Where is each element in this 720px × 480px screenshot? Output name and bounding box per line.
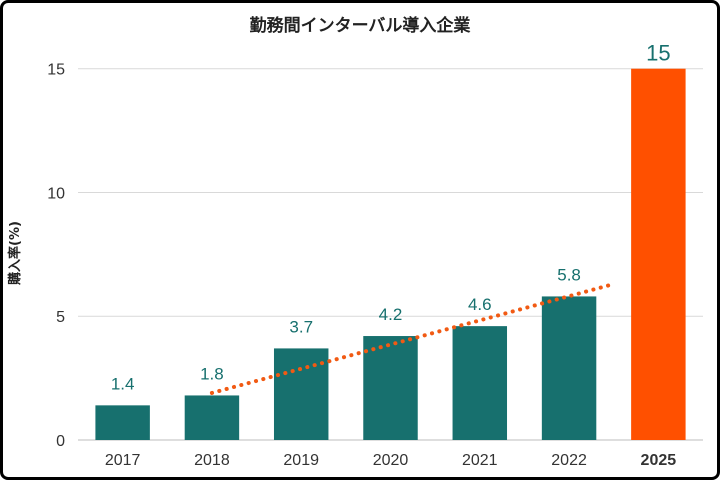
y-axis-ticks: 0 5 10 15 [47,62,65,450]
bar-2022 [541,296,597,440]
x-axis-ticks: 2017 2018 2019 2020 2021 2022 2025 [105,452,676,469]
bar-2020 [363,336,418,440]
data-label-2017: 1.4 [111,374,135,393]
trendline [209,282,616,395]
bar-2018 [184,395,240,440]
bar-chart: 勤務間インターバル導入企業 購入率(%) 0 5 10 15 1.4 1.8 3.7 4.2… [7,15,703,469]
data-labels: 1.4 1.8 3.7 4.2 4.6 5.8 15 [111,41,671,394]
y-tick-label: 15 [47,62,65,79]
data-label-2021: 4.6 [468,295,492,314]
x-tick-label-2017: 2017 [105,452,141,469]
y-tick-label: 0 [56,433,65,450]
data-label-2018: 1.8 [200,364,224,383]
trendline-group [209,282,616,395]
bar-2025 [631,68,686,440]
x-tick-label-2025: 2025 [641,452,677,469]
y-axis-label: 購入率(%) [7,221,23,286]
x-tick-label-2020: 2020 [373,452,409,469]
x-tick-label-2019: 2019 [283,452,319,469]
y-tick-label: 5 [56,309,65,326]
x-tick-label-2022: 2022 [551,452,587,469]
bar-2019 [273,348,329,440]
x-tick-label-2018: 2018 [194,452,230,469]
bars [95,68,686,440]
chart-title: 勤務間インターバル導入企業 [250,15,471,36]
data-label-2019: 3.7 [289,317,313,336]
data-label-2020: 4.2 [379,305,403,324]
data-label-2025: 15 [646,41,670,66]
data-label-2022: 5.8 [557,265,581,284]
bar-2017 [95,405,150,440]
bar-2021 [452,326,508,440]
y-tick-label: 10 [47,185,65,202]
x-tick-label-2021: 2021 [462,452,498,469]
